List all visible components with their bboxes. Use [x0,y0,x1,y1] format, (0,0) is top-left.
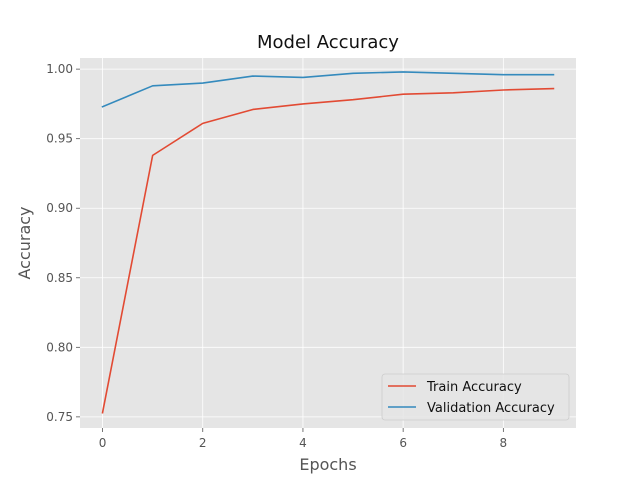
y-axis-ticks: 0.75 0.80 0.85 0.90 0.95 1.00 [46,62,80,424]
x-tick-label: 2 [199,436,207,450]
series-lines [101,71,555,414]
x-tick-label: 4 [299,436,307,450]
x-axis-label: Epochs [299,455,356,474]
x-tick-label: 6 [399,436,407,450]
plot-area [80,58,576,428]
x-axis-ticks: 0 2 4 6 8 [99,428,507,450]
grid-lines [80,58,576,428]
legend-label: Train Accuracy [426,380,522,395]
legend-box [381,373,570,421]
y-tick-label: 1.00 [46,62,73,76]
legend-label: Validation Accuracy [427,401,555,416]
y-tick-label: 0.80 [46,340,73,354]
series-line-train-accuracy [101,87,555,414]
series-line-validation-accuracy [101,71,555,108]
y-tick-label: 0.90 [46,201,73,215]
chart-title: Model Accuracy [257,32,399,53]
x-tick-label: 8 [500,436,508,450]
y-axis-label: Accuracy [15,206,34,279]
y-tick-label: 0.75 [46,410,73,424]
x-tick-label: 0 [99,436,107,450]
y-tick-label: 0.95 [46,132,73,146]
legend: Train Accuracy Validation Accuracy [381,373,570,421]
y-tick-label: 0.85 [46,271,73,285]
